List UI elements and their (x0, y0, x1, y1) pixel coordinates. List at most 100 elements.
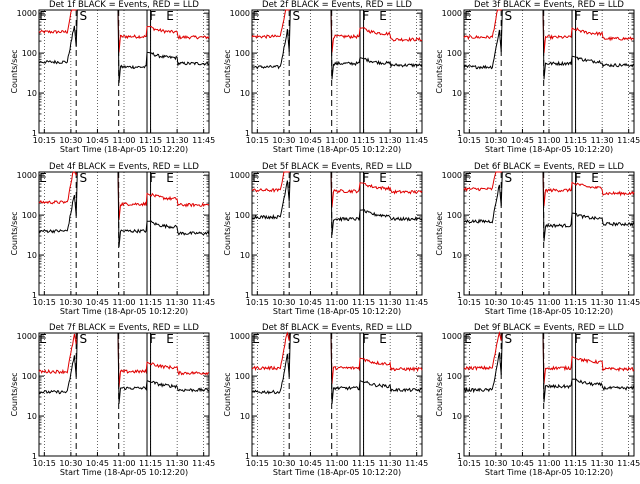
panel-title: Det 1f BLACK = Events, RED = LLD (49, 0, 199, 10)
x-tick-label: 11:45 (405, 136, 428, 145)
y-axis-label: Counts/sec (10, 372, 19, 416)
x-axis-label: Start Time (18-Apr-05 10:12:20) (273, 145, 401, 154)
y-tick-label: 10 (27, 89, 37, 98)
x-tick-label: 10:15 (458, 298, 481, 307)
x-tick-label: 11:00 (537, 136, 560, 145)
marker-f-label: F (574, 9, 581, 23)
x-tick-label: 10:30 (59, 459, 82, 468)
x-axis-label: Start Time (18-Apr-05 10:12:20) (60, 145, 188, 154)
x-tick-label: 11:15 (139, 298, 162, 307)
marker-e-label: E (591, 332, 599, 346)
marker-e-label: E (379, 9, 387, 23)
x-tick-label: 10:15 (246, 459, 269, 468)
marker-e-label: E (464, 332, 472, 346)
x-tick-label: 11:30 (379, 298, 402, 307)
y-tick-label: 1 (457, 291, 462, 300)
panel-title: Det 3f BLACK = Events, RED = LLD (474, 0, 624, 10)
y-tick-label: 1 (32, 291, 37, 300)
marker-e-label: E (591, 171, 599, 185)
x-tick-label: 11:15 (139, 136, 162, 145)
x-tick-label: 10:30 (272, 298, 295, 307)
y-tick-label: 100 (22, 49, 37, 58)
x-tick-label: 10:45 (511, 136, 534, 145)
x-tick-label: 11:30 (591, 459, 614, 468)
x-tick-label: 10:45 (299, 459, 322, 468)
panel-title: Det 5f BLACK = Events, RED = LLD (262, 162, 412, 172)
y-tick-label: 1000 (442, 332, 462, 341)
x-tick-label: 11:45 (617, 459, 640, 468)
marker-f-label: F (362, 9, 369, 23)
x-tick-label: 11:45 (617, 136, 640, 145)
x-tick-label: 11:30 (166, 136, 189, 145)
marker-s-label: S (504, 9, 512, 23)
x-tick-label: 11:15 (352, 136, 375, 145)
x-tick-label: 11:30 (379, 459, 402, 468)
x-tick-label: 11:45 (192, 459, 215, 468)
x-axis-label: Start Time (18-Apr-05 10:12:20) (485, 145, 613, 154)
x-tick-label: 10:30 (272, 459, 295, 468)
y-axis-label: Counts/sec (10, 49, 19, 93)
x-tick-label: 11:15 (352, 298, 375, 307)
panel-title: Det 6f BLACK = Events, RED = LLD (474, 162, 624, 172)
x-tick-label: 11:30 (591, 298, 614, 307)
y-tick-label: 100 (447, 372, 462, 381)
y-tick-label: 1000 (230, 9, 250, 18)
x-tick-label: 10:30 (484, 459, 507, 468)
marker-e-label: E (166, 171, 174, 185)
y-tick-label: 1000 (442, 9, 462, 18)
x-tick-label: 11:00 (325, 459, 348, 468)
lld-series-line (251, 171, 423, 208)
x-tick-label: 11:00 (112, 298, 135, 307)
events-series-line (463, 332, 635, 403)
y-axis-label: Counts/sec (435, 372, 444, 416)
x-tick-label: 11:00 (537, 459, 560, 468)
marker-s-label: S (292, 171, 300, 185)
y-tick-label: 1000 (17, 332, 37, 341)
marker-s-label: S (292, 9, 300, 23)
y-tick-label: 10 (240, 251, 250, 260)
y-tick-label: 100 (235, 211, 250, 220)
y-tick-label: 1000 (230, 171, 250, 180)
events-series-line (463, 9, 635, 80)
x-tick-label: 11:30 (591, 136, 614, 145)
y-tick-label: 1 (245, 452, 250, 461)
events-series-line (463, 171, 635, 242)
lld-series-line (463, 171, 635, 207)
x-axis-label: Start Time (18-Apr-05 10:12:20) (273, 307, 401, 316)
x-axis-label: Start Time (18-Apr-05 10:12:20) (60, 307, 188, 316)
marker-f-label: F (574, 332, 581, 346)
x-tick-label: 10:15 (33, 136, 56, 145)
x-tick-label: 10:45 (86, 136, 109, 145)
marker-s-label: S (504, 171, 512, 185)
marker-e-label: E (379, 171, 387, 185)
marker-e-label: E (464, 171, 472, 185)
lld-series-line (38, 9, 210, 53)
marker-e-label: E (166, 9, 174, 23)
x-tick-label: 11:00 (325, 298, 348, 307)
y-tick-label: 10 (452, 251, 462, 260)
y-tick-label: 10 (27, 412, 37, 421)
y-tick-label: 1 (32, 129, 37, 138)
x-tick-label: 10:45 (511, 459, 534, 468)
x-tick-label: 10:15 (246, 298, 269, 307)
lld-series-line (251, 9, 423, 53)
y-tick-label: 1 (457, 129, 462, 138)
x-tick-label: 10:30 (59, 298, 82, 307)
x-tick-label: 11:45 (192, 298, 215, 307)
marker-e-label: E (591, 9, 599, 23)
panel-det-5: Det 5f BLACK = Events, RED = LLD 10:15 10:… (223, 162, 428, 316)
panel-det-6: Det 6f BLACK = Events, RED = LLD 10:15 10:… (435, 162, 640, 316)
x-axis-label: Start Time (18-Apr-05 10:12:20) (485, 307, 613, 316)
marker-e-label: E (464, 9, 472, 23)
x-tick-label: 11:15 (564, 136, 587, 145)
marker-s-label: S (504, 332, 512, 346)
events-series-line (38, 171, 210, 247)
x-tick-label: 11:15 (564, 298, 587, 307)
x-tick-label: 10:45 (86, 459, 109, 468)
x-tick-label: 10:30 (484, 298, 507, 307)
